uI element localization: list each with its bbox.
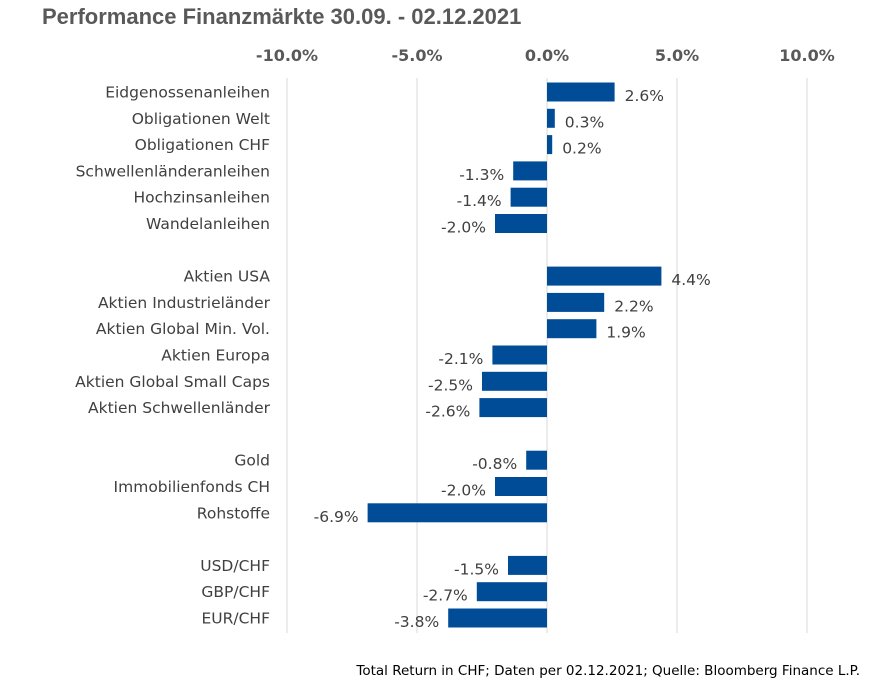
bar bbox=[476, 582, 547, 602]
value-labels: 2.6% 0.3% 0.2% -1.3% -1.4% -2.0% 4.4% 2.2% 1.9% -… bbox=[314, 87, 711, 631]
value-label: -3.8% bbox=[394, 613, 439, 631]
value-label: 1.9% bbox=[606, 324, 645, 342]
x-tick-label: -10.0% bbox=[256, 46, 318, 65]
category-label: Aktien USA bbox=[184, 268, 271, 286]
value-label: -2.7% bbox=[423, 587, 468, 605]
category-label: Rohstoffe bbox=[197, 504, 270, 522]
x-tick-label: 0.0% bbox=[525, 46, 569, 65]
category-label: Obligationen Welt bbox=[132, 110, 270, 128]
value-label: -1.3% bbox=[459, 166, 504, 184]
x-tick-label: 5.0% bbox=[655, 46, 699, 65]
x-axis-ticks: -10.0% -5.0% 0.0% 5.0% 10.0% bbox=[256, 46, 835, 65]
source-footnote: Total Return in CHF; Daten per 02.12.202… bbox=[356, 663, 860, 679]
x-tick-label: -5.0% bbox=[391, 46, 442, 65]
category-label: Obligationen CHF bbox=[135, 136, 270, 154]
bar bbox=[508, 555, 547, 575]
category-label: EUR/CHF bbox=[201, 610, 270, 628]
bar bbox=[479, 398, 547, 418]
bar bbox=[495, 214, 547, 233]
bar bbox=[547, 135, 553, 155]
bar bbox=[448, 608, 547, 628]
bar bbox=[495, 477, 547, 496]
bar bbox=[513, 161, 547, 181]
value-label: 0.3% bbox=[565, 113, 604, 131]
category-labels: Eidgenossenanleihen Obligationen Welt Obli… bbox=[75, 84, 270, 628]
value-label: 0.2% bbox=[562, 140, 601, 158]
bar bbox=[547, 266, 662, 286]
category-label: Schwellenländeranleihen bbox=[76, 162, 270, 180]
bars bbox=[367, 82, 662, 628]
category-label: Aktien Schwellenländer bbox=[88, 399, 271, 417]
category-label: Gold bbox=[234, 452, 270, 470]
x-tick-label: 10.0% bbox=[779, 46, 835, 65]
bar bbox=[510, 187, 547, 207]
category-label: Eidgenossenanleihen bbox=[105, 84, 270, 102]
category-label: Wandelanleihen bbox=[146, 215, 270, 233]
value-label: -2.1% bbox=[438, 350, 483, 368]
bar bbox=[526, 450, 547, 470]
bar bbox=[482, 371, 547, 391]
category-label: Hochzinsanleihen bbox=[134, 189, 270, 207]
value-label: -6.9% bbox=[314, 508, 359, 526]
value-label: -1.4% bbox=[457, 192, 502, 210]
bar bbox=[492, 345, 547, 365]
category-label: Immobilienfonds CH bbox=[114, 478, 270, 496]
chart-title: Performance Finanzmärkte 30.09. - 02.12.… bbox=[42, 4, 522, 29]
category-label: Aktien Industrieländer bbox=[98, 294, 271, 312]
bar bbox=[547, 292, 605, 312]
bar bbox=[367, 503, 547, 523]
value-label: 2.6% bbox=[625, 87, 664, 105]
value-label: 2.2% bbox=[614, 297, 653, 315]
value-label: 4.4% bbox=[671, 271, 710, 289]
value-label: -0.8% bbox=[472, 455, 517, 473]
category-label: Aktien Global Small Caps bbox=[75, 373, 270, 391]
category-label: Aktien Europa bbox=[161, 347, 270, 365]
category-label: Aktien Global Min. Vol. bbox=[96, 320, 270, 338]
bar bbox=[547, 82, 615, 102]
category-label: USD/CHF bbox=[200, 557, 270, 575]
value-label: -2.5% bbox=[428, 376, 473, 394]
value-label: -2.0% bbox=[441, 219, 486, 237]
category-label: GBP/CHF bbox=[201, 583, 270, 601]
bar bbox=[547, 108, 555, 128]
value-label: -1.5% bbox=[454, 560, 499, 578]
value-label: -2.6% bbox=[425, 403, 470, 421]
bar bbox=[547, 319, 597, 339]
value-label: -2.0% bbox=[441, 482, 486, 500]
